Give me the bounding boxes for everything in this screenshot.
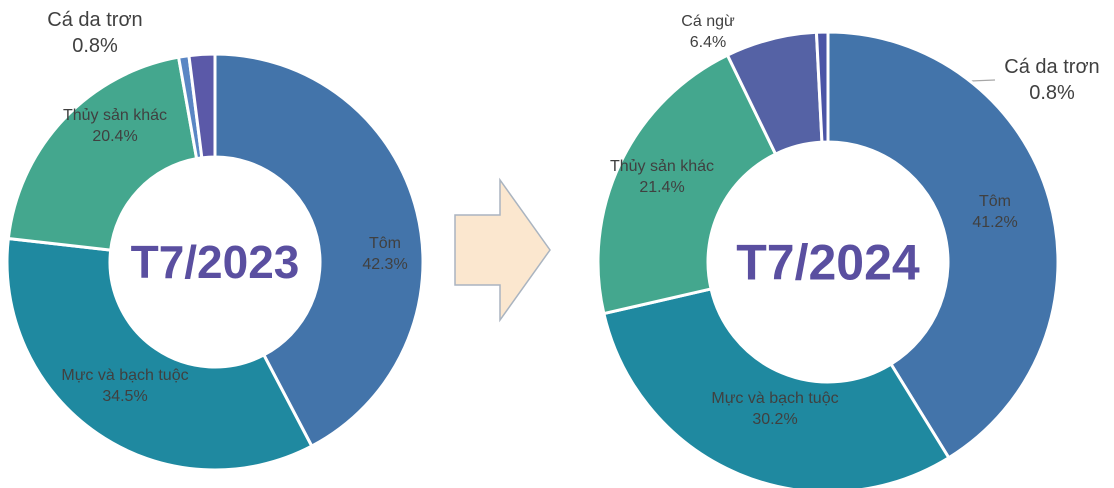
center-title: T7/2023 [131,236,300,288]
slice [6,55,199,252]
slice [5,236,314,472]
slice-label: Cá da trơn 0.8% [987,54,1114,106]
slice-label: Tôm 42.3% [340,234,430,276]
slice-label: Mực và bạch tuộc 30.2% [705,389,845,431]
category: Tôm [369,235,401,253]
slice-label: Cá ngừ 6.4% [663,12,753,54]
slice [814,30,830,144]
category: Cá da trơn [47,9,143,31]
value-label: 20.4% [92,128,138,145]
category: Thủy sản khác [62,107,168,125]
category: Mực và bạch tuộc [61,367,189,385]
value-label: 34.5% [102,388,148,405]
slice-label: Tôm 41.2% [950,192,1040,234]
slice [187,52,217,160]
arrow [454,177,551,323]
slice [213,52,425,449]
category: Thủy sản khác [609,158,715,176]
category: Tôm [979,193,1011,211]
slice-label: Thủy sản khác 21.4% [572,157,752,199]
slice [602,287,951,488]
slice [826,30,1060,460]
value-label: 41.2% [972,214,1018,231]
slice [596,53,778,316]
category: Cá ngừ [681,13,735,31]
value-label: 42.3% [362,256,408,273]
slice-label: Cá da trơn 0.8% [35,7,155,59]
value-label: 6.4% [689,34,727,51]
value-label: 30.2% [752,411,798,428]
value-label: 0.8% [1029,82,1075,104]
category: Cá da trơn [1004,56,1100,78]
slice-label: Thủy sản khác 20.4% [25,106,205,148]
center-title: T7/2024 [736,235,920,291]
slice-label: Mực và bạch tuộc 34.5% [55,366,195,408]
value-label: 0.8% [72,35,118,57]
category: Mực và bạch tuộc [711,390,839,408]
value-label: 21.4% [639,179,685,196]
